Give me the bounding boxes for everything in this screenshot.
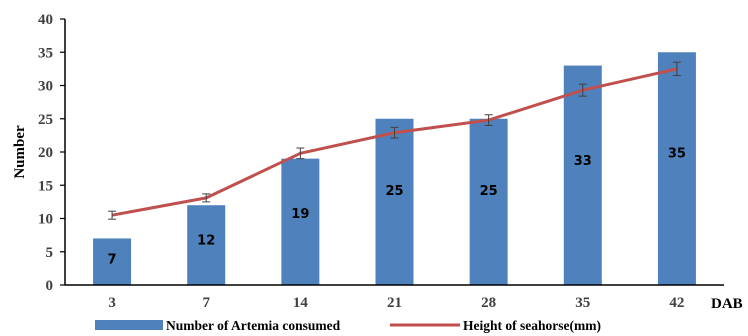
y-tick-label: 30	[38, 79, 53, 95]
bar	[375, 118, 414, 285]
bar	[93, 238, 132, 285]
y-tick-label: 15	[38, 178, 53, 194]
line-series	[108, 61, 681, 220]
x-tick-label: 42	[669, 295, 684, 311]
bar-data-label: 33	[574, 154, 592, 169]
bar	[657, 52, 696, 285]
bar	[469, 118, 508, 285]
bar-data-label: 25	[385, 184, 403, 199]
x-axis-title: DAB	[711, 296, 743, 312]
bar-data-label: 25	[480, 184, 498, 199]
bar-data-label: 19	[291, 207, 309, 222]
y-axis-ticks: 0 5 10 15 20 25 30 35 40	[38, 12, 65, 294]
y-tick-label: 10	[38, 212, 53, 228]
bar-data-label: 7	[108, 252, 117, 267]
x-tick-label: 7	[202, 295, 210, 311]
bar	[281, 158, 320, 285]
bar-data-label: 12	[197, 234, 215, 249]
x-axis-ticks: 3 7 14 21 28 35 42	[108, 295, 684, 311]
x-tick-label: 3	[108, 295, 116, 311]
y-tick-label: 0	[46, 278, 54, 294]
y-tick-label: 25	[38, 112, 53, 128]
y-tick-label: 5	[46, 245, 54, 261]
bar-data-label: 35	[668, 146, 686, 161]
y-tick-label: 20	[38, 145, 53, 161]
legend: Number of Artemia consumed Height of sea…	[95, 318, 601, 333]
bar	[187, 205, 226, 285]
x-tick-label: 14	[293, 295, 309, 311]
legend-line-label: Height of seahorse(mm)	[463, 318, 601, 333]
legend-bar-swatch	[95, 320, 163, 330]
y-tick-label: 40	[38, 12, 53, 28]
y-axis-title: Number	[12, 125, 28, 179]
legend-bar-label: Number of Artemia consumed	[166, 318, 341, 333]
bars	[93, 52, 696, 285]
y-tick-label: 35	[38, 45, 53, 61]
x-tick-label: 21	[387, 295, 402, 311]
bar-data-labels: 7 12 19 25 25 33 35	[108, 146, 686, 267]
bar	[563, 65, 602, 285]
x-tick-label: 28	[481, 295, 496, 311]
x-tick-label: 35	[575, 295, 590, 311]
